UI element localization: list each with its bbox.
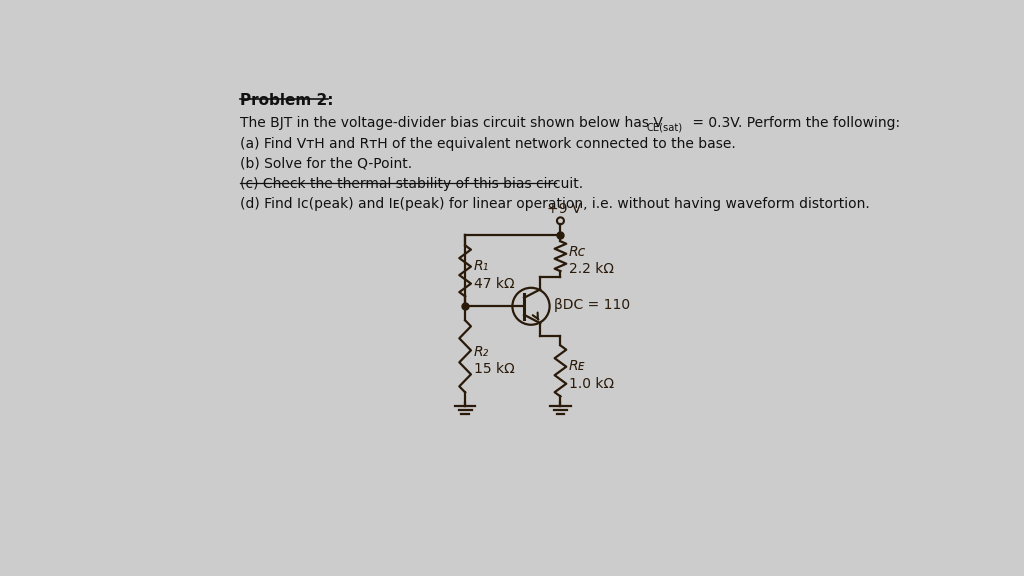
Text: 1.0 kΩ: 1.0 kΩ — [569, 377, 614, 391]
Text: 2.2 kΩ: 2.2 kΩ — [569, 262, 614, 276]
Text: R₁: R₁ — [474, 259, 488, 273]
Text: (b) Solve for the Q-Point.: (b) Solve for the Q-Point. — [241, 157, 413, 171]
Text: Rᴄ: Rᴄ — [569, 245, 586, 259]
Text: = 0.3V. Perform the following:: = 0.3V. Perform the following: — [687, 116, 900, 130]
Text: (d) Find Iᴄ(peak) and Iᴇ(peak) for linear operation, i.e. without having wavefor: (d) Find Iᴄ(peak) and Iᴇ(peak) for linea… — [241, 197, 870, 211]
Text: Problem 2:: Problem 2: — [241, 93, 334, 108]
Text: 47 kΩ: 47 kΩ — [474, 277, 514, 291]
Text: CE(sat): CE(sat) — [646, 122, 682, 132]
Text: +9 V: +9 V — [547, 202, 582, 216]
Text: Rᴇ: Rᴇ — [569, 359, 586, 373]
Text: βDC = 110: βDC = 110 — [554, 298, 631, 312]
Text: (a) Find VᴛH and RᴛH of the equivalent network connected to the base.: (a) Find VᴛH and RᴛH of the equivalent n… — [241, 137, 736, 151]
Text: 15 kΩ: 15 kΩ — [474, 362, 514, 377]
Text: R₂: R₂ — [474, 344, 488, 359]
Text: (c) Check the thermal stability of this bias circuit.: (c) Check the thermal stability of this … — [241, 177, 584, 191]
Text: The BJT in the voltage-divider bias circuit shown below has V: The BJT in the voltage-divider bias circ… — [241, 116, 664, 130]
